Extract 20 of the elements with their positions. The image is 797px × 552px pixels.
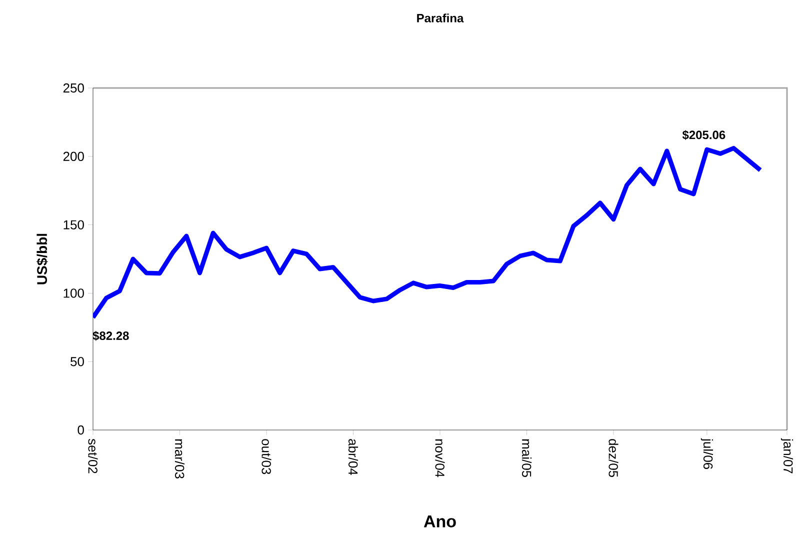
x-axis-title: Ano — [424, 516, 456, 528]
x-tick-label: dez/05 — [608, 439, 618, 478]
x-tick-label: out/03 — [262, 439, 272, 474]
y-tick-label: 150 — [64, 220, 84, 230]
y-axis-title: US$/bbl — [36, 234, 48, 284]
x-tick-label: mar/03 — [174, 439, 185, 478]
y-tick-label: 250 — [63, 83, 84, 93]
y-tick-label: 50 — [70, 356, 84, 366]
x-tick-label: mai/05 — [522, 439, 532, 477]
annotation: $82.28 — [92, 330, 129, 341]
x-tick-label: nov/04 — [435, 439, 445, 478]
x-tick-label: jul/06 — [700, 438, 713, 470]
x-tick-label: abr/04 — [348, 439, 358, 476]
annotation: $205.06 — [682, 130, 726, 140]
y-tick-label: 200 — [63, 152, 84, 161]
x-tick-label: set/02 — [88, 438, 98, 474]
y-tick-label: 100 — [64, 288, 84, 298]
y-tick-label: 0 — [78, 425, 84, 435]
chart-title: Parafina — [417, 14, 464, 22]
x-tick-label: jan/07 — [780, 438, 794, 474]
